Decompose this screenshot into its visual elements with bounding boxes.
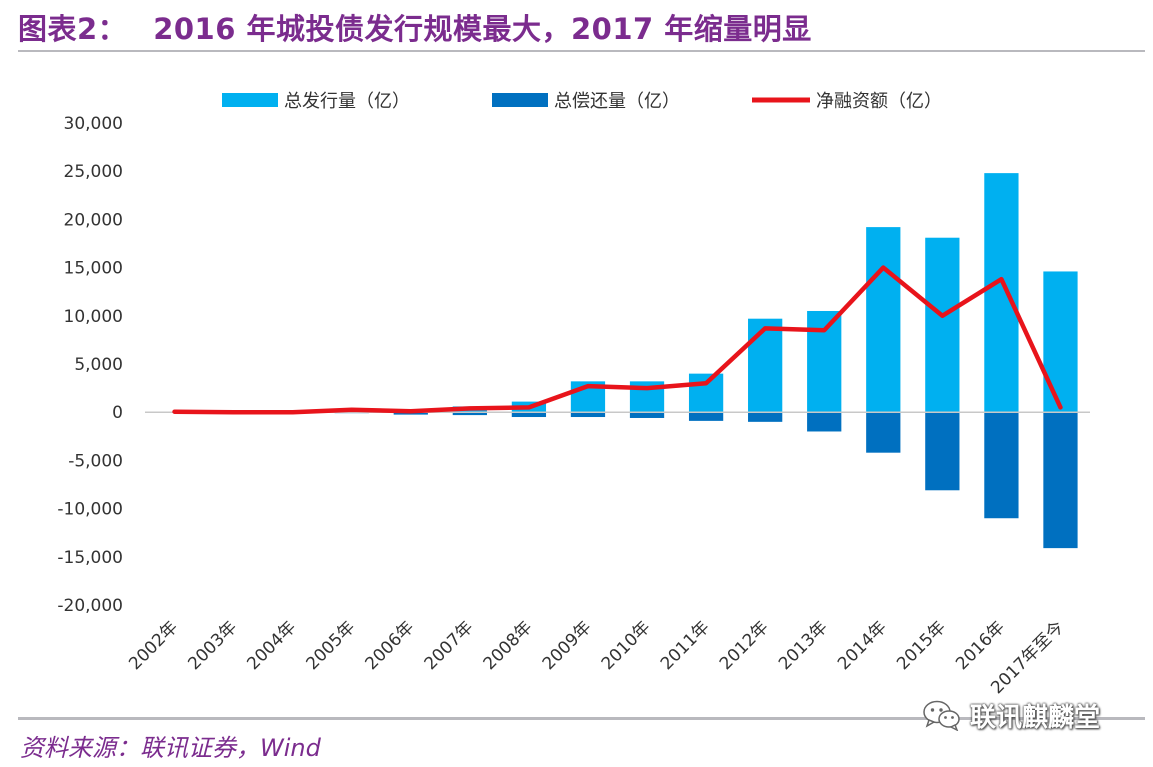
y-tick-label: 5,000 bbox=[74, 355, 123, 375]
repayment-bar bbox=[629, 412, 665, 418]
issuance-bar bbox=[984, 173, 1019, 413]
issuance-bar bbox=[807, 310, 842, 413]
y-tick-label: -15,000 bbox=[57, 548, 123, 568]
x-tick-label: 2002年 bbox=[125, 617, 182, 674]
bottom-rule bbox=[18, 717, 1145, 720]
bar-series bbox=[157, 173, 1078, 549]
repayment-bar bbox=[570, 412, 606, 418]
y-tick-label: 25,000 bbox=[64, 162, 123, 182]
x-tick-label: 2006年 bbox=[362, 617, 419, 674]
repayment-bar bbox=[925, 412, 960, 491]
source-note: 资料来源：联讯证券，Wind bbox=[20, 734, 321, 762]
y-axis: 30,000 25,000 20,000 15,000 10,000 5,000 0 -5,0… bbox=[57, 114, 123, 616]
x-tick-label: 2005年 bbox=[302, 617, 359, 674]
issuance-bar bbox=[925, 237, 960, 413]
figure-label: 图表2： bbox=[18, 12, 128, 46]
figure-title-text: 2016 年城投债发行规模最大，2017 年缩量明显 bbox=[153, 12, 812, 46]
y-tick-label: -20,000 bbox=[57, 596, 123, 616]
x-tick-label: 2007年 bbox=[421, 617, 478, 674]
issuance-bar bbox=[748, 318, 783, 413]
legend-label-net: 净融资额（亿） bbox=[816, 91, 942, 112]
x-tick-label: 2009年 bbox=[539, 617, 596, 674]
figure-title: 图表2： 2016 年城投债发行规模最大，2017 年缩量明显 bbox=[18, 6, 812, 48]
x-tick-label: 2003年 bbox=[184, 617, 241, 674]
y-tick-label: -5,000 bbox=[68, 451, 123, 471]
y-tick-label: 0 bbox=[112, 403, 123, 423]
x-tick-label: 2008年 bbox=[480, 617, 537, 674]
legend-label-issuance: 总发行量（亿） bbox=[284, 91, 410, 112]
net-financing-series bbox=[172, 265, 1063, 415]
watermark-text: 联讯麒麟堂 bbox=[970, 702, 1101, 733]
repayment-bar bbox=[688, 412, 724, 421]
x-tick-label: 2016年 bbox=[952, 617, 1009, 674]
y-tick-label: 15,000 bbox=[64, 259, 123, 279]
x-tick-label: 2011年 bbox=[657, 617, 714, 674]
repayment-bar bbox=[452, 412, 487, 416]
wechat-icon bbox=[923, 700, 960, 731]
repayment-bar bbox=[807, 412, 842, 432]
top-rule bbox=[18, 50, 1145, 52]
chart-legend: 总发行量（亿） 总偿还量（亿） 净融资额（亿） bbox=[222, 91, 942, 112]
x-tick-label: 2014年 bbox=[834, 617, 891, 674]
watermark: 联讯麒麟堂 bbox=[922, 698, 1101, 733]
x-axis: 2002年 2003年 2004年 2005年 2006年 2007年 2008年 2009年… bbox=[125, 617, 1068, 698]
issuance-bar bbox=[866, 227, 901, 413]
legend-swatch-issuance bbox=[222, 93, 278, 107]
repayment-bar bbox=[511, 412, 547, 418]
x-tick-label: 2013年 bbox=[775, 617, 832, 674]
issuance-bar bbox=[688, 373, 724, 413]
net-financing-line bbox=[172, 265, 1063, 415]
legend-swatch-repayment bbox=[492, 93, 548, 107]
repayment-bar bbox=[866, 412, 901, 453]
legend-label-repayment: 总偿还量（亿） bbox=[554, 91, 680, 112]
y-tick-label: -10,000 bbox=[57, 500, 123, 520]
x-tick-label: 2004年 bbox=[243, 617, 300, 674]
y-tick-label: 10,000 bbox=[64, 307, 123, 327]
repayment-bar bbox=[984, 412, 1019, 519]
x-tick-label: 2015年 bbox=[893, 617, 950, 674]
chart-area: 总发行量（亿） 总偿还量（亿） 净融资额（亿） 30,000 25,000 20,0… bbox=[57, 91, 1090, 698]
repayment-bar bbox=[748, 412, 783, 422]
issuance-bar bbox=[1043, 271, 1078, 413]
repayment-bar bbox=[1043, 412, 1078, 549]
x-tick-label: 2012年 bbox=[716, 617, 773, 674]
x-tick-label: 2010年 bbox=[598, 617, 655, 674]
y-tick-label: 20,000 bbox=[64, 210, 123, 230]
y-tick-label: 30,000 bbox=[64, 114, 123, 134]
